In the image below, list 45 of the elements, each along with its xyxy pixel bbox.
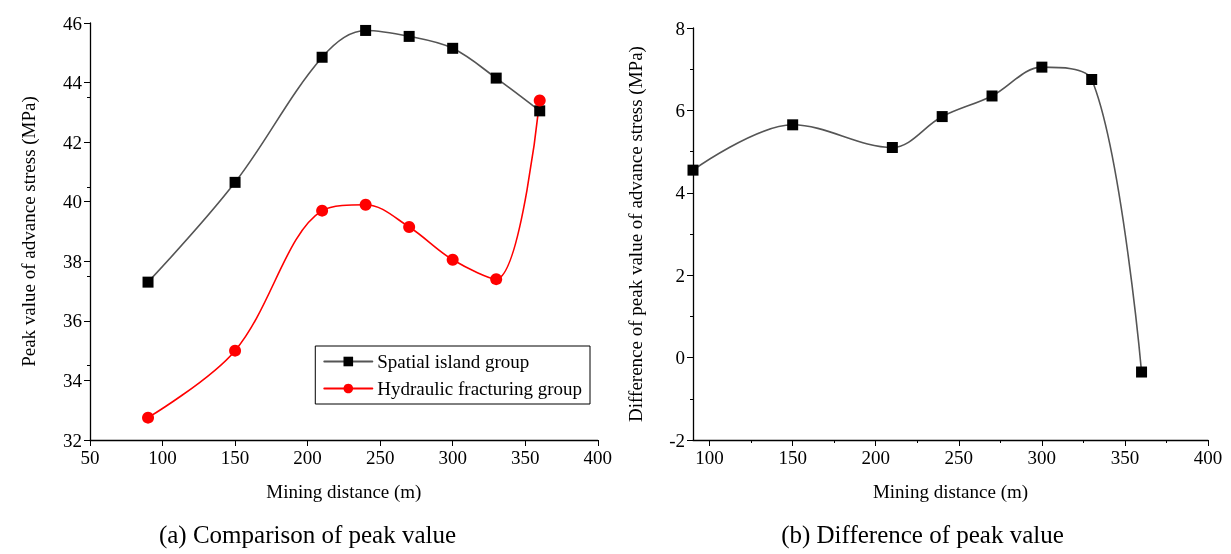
legend-label: Spatial island group xyxy=(377,351,530,372)
x-tick-label: 400 xyxy=(583,447,612,468)
y-tick-label: 6 xyxy=(675,99,685,121)
y-tick-label: 2 xyxy=(675,264,685,286)
x-tick-label: 50 xyxy=(80,447,100,468)
x-axis-title: Mining distance (m) xyxy=(266,481,422,503)
y-tick-label: 36 xyxy=(63,310,82,332)
x-tick-label: 400 xyxy=(1193,447,1223,468)
y-tick-label: 38 xyxy=(63,250,82,272)
point xyxy=(359,198,372,211)
x-tick-label: 200 xyxy=(861,447,890,468)
y-tick-label: -2 xyxy=(669,429,685,451)
x-tick-label: 350 xyxy=(1110,447,1140,468)
x-tick-label: 300 xyxy=(1027,447,1057,468)
text: (a) Comparison of peak value xyxy=(158,521,457,549)
point xyxy=(490,273,503,286)
point xyxy=(142,411,155,424)
point xyxy=(446,253,459,266)
point xyxy=(533,94,546,107)
point xyxy=(316,204,329,217)
y-tick-label: 0 xyxy=(675,347,685,369)
x-tick-label: 250 xyxy=(365,447,395,468)
y-tick-label: 8 xyxy=(675,17,685,39)
x-tick-label: 100 xyxy=(148,447,177,468)
y-tick-label: 44 xyxy=(63,72,83,94)
y-tick-label: 34 xyxy=(63,369,83,391)
point xyxy=(403,221,416,234)
text: (b) Difference of peak value xyxy=(781,521,1064,549)
x-tick-label: 250 xyxy=(944,447,974,468)
x-tick-label: 150 xyxy=(778,447,807,468)
y-tick-label: 46 xyxy=(63,12,82,34)
y-tick-label: 4 xyxy=(675,182,686,204)
y-axis-title: Peak value of advance stress (MPa) xyxy=(18,96,40,367)
x-tick-label: 200 xyxy=(293,447,322,468)
legend-label: Hydraulic fracturing group xyxy=(377,378,583,399)
y-tick-label: 42 xyxy=(63,131,82,153)
x-tick-label: 350 xyxy=(510,447,540,468)
x-tick-label: 300 xyxy=(438,447,467,468)
y-axis-title: Difference of peak value of advance stress (MPa) xyxy=(625,46,647,422)
x-axis-title: Mining distance (m) xyxy=(872,481,1029,503)
y-tick-label: 32 xyxy=(63,429,82,451)
point xyxy=(229,344,242,357)
x-tick-label: 100 xyxy=(695,447,724,468)
x-tick-label: 150 xyxy=(220,447,250,468)
y-tick-label: 40 xyxy=(63,191,82,213)
